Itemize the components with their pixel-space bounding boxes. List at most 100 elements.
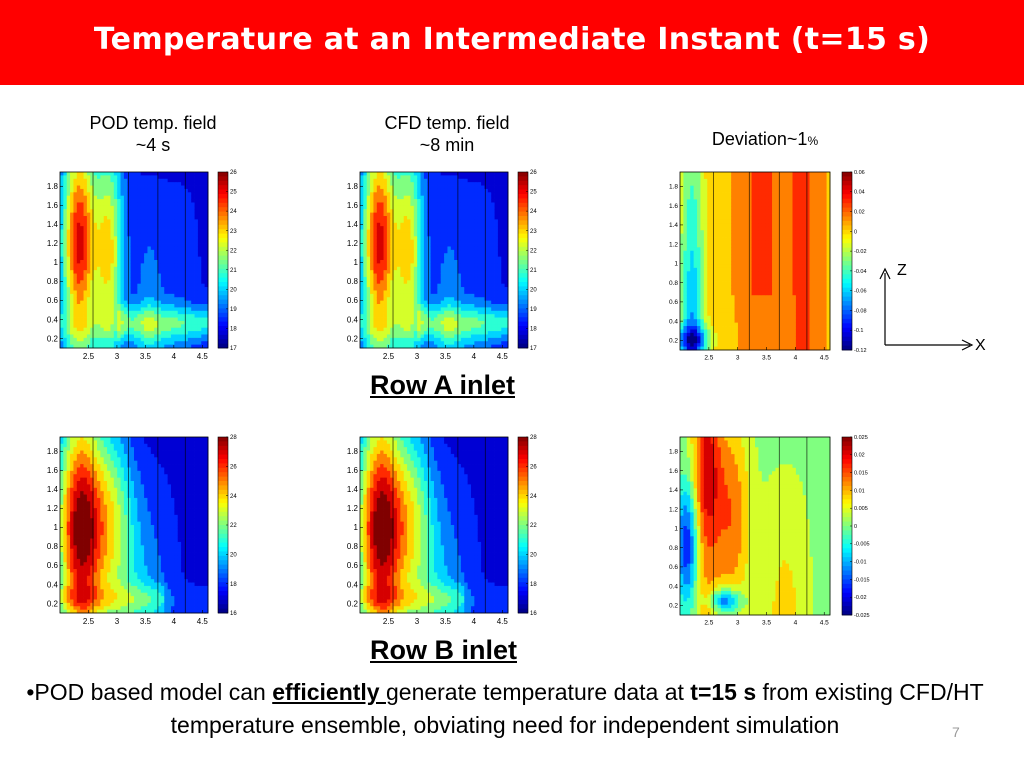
heatmap-cell (423, 300, 428, 305)
heatmap-cell (494, 226, 499, 230)
heatmap-cell (157, 243, 162, 247)
heatmap-cell (144, 276, 148, 281)
heatmap-cell (117, 205, 121, 210)
heatmap-cell (60, 266, 64, 271)
heatmap-cell (497, 239, 502, 244)
heatmap-cell (184, 212, 189, 217)
heatmap-cell (481, 253, 485, 258)
heatmap-cell (390, 324, 395, 329)
heatmap-cell (157, 317, 162, 322)
heatmap-cell (130, 202, 135, 207)
heatmap-cell (413, 273, 418, 278)
heatmap-cell (154, 280, 158, 285)
heatmap-cell (90, 263, 95, 268)
heatmap-cell (360, 219, 364, 224)
heatmap-cell (70, 246, 74, 251)
heatmap-cell (187, 314, 192, 318)
heatmap-cell (117, 222, 121, 227)
heatmap-cell (171, 249, 175, 254)
heatmap-cell (397, 216, 401, 220)
heatmap-cell (471, 256, 475, 261)
heatmap-cell (487, 239, 492, 244)
heatmap-cell (373, 253, 378, 258)
heatmap-cell (107, 219, 111, 224)
heatmap-cell (147, 287, 152, 291)
heatmap-cell (484, 263, 489, 268)
heatmap-cell (420, 270, 425, 274)
heatmap-cell (680, 192, 684, 197)
heatmap-cell (430, 175, 435, 180)
heatmap-cell (90, 212, 95, 217)
heatmap-cell (454, 260, 458, 264)
heatmap-cell (407, 226, 411, 230)
heatmap-cell (366, 317, 371, 322)
heatmap-cell (423, 226, 428, 230)
heatmap-cell (197, 304, 202, 308)
heatmap-cell (481, 172, 485, 176)
heatmap-cell (420, 239, 425, 244)
heatmap-cell (474, 324, 479, 329)
heatmap-cell (117, 260, 121, 264)
heatmap-cell (420, 209, 425, 214)
heatmap-cell (400, 314, 405, 318)
heatmap-cell (123, 260, 128, 264)
heatmap-cell (437, 216, 442, 220)
heatmap-cell (420, 314, 425, 318)
heatmap-cell (171, 209, 175, 214)
heatmap-cell (376, 276, 381, 281)
heatmap-cell (63, 331, 68, 335)
heatmap-cell (410, 192, 415, 197)
heatmap-cell (167, 202, 172, 207)
heatmap-cell (440, 260, 445, 264)
heatmap-cell (187, 304, 192, 308)
heatmap-cell (454, 243, 458, 247)
heatmap-cell (66, 249, 71, 254)
heatmap-cell (380, 283, 384, 288)
heatmap-cell (150, 283, 155, 288)
heatmap-cell (181, 232, 185, 237)
heatmap-cell (137, 297, 142, 302)
heatmap-cell (403, 182, 408, 186)
heatmap-cell (491, 175, 495, 180)
heatmap-cell (70, 314, 74, 318)
heatmap-cell (380, 205, 384, 210)
heatmap-cell (413, 327, 418, 332)
heatmap-cell (373, 219, 378, 224)
heatmap-cell (366, 307, 371, 312)
heatmap-cell (437, 310, 442, 315)
heatmap-cell (413, 334, 418, 339)
heatmap-cell (197, 226, 202, 230)
heatmap-cell (201, 243, 206, 247)
heatmap-cell (386, 209, 391, 214)
heatmap-cell (400, 304, 405, 308)
heatmap-cell (187, 178, 192, 183)
heatmap-cell (447, 307, 452, 312)
heatmap-cell (491, 249, 495, 254)
colorbar-cell (518, 339, 528, 344)
heatmap-cell (154, 290, 158, 295)
heatmap-cell (491, 293, 495, 298)
heatmap-cell (197, 216, 202, 220)
heatmap-cell (447, 314, 452, 318)
heatmap-cell (134, 249, 138, 254)
heatmap-cell (174, 320, 179, 325)
heatmap-cell (460, 172, 465, 176)
heatmap-cell (76, 219, 81, 224)
heatmap-cell (410, 344, 415, 349)
heatmap-cell (427, 344, 432, 349)
heatmap-cell (437, 243, 442, 247)
heatmap-cell (164, 253, 169, 258)
heatmap-cell (113, 192, 118, 197)
heatmap-cell (457, 293, 462, 298)
heatmap-cell (147, 236, 152, 241)
heatmap-cell (194, 280, 199, 285)
heatmap-cell (134, 172, 138, 176)
heatmap-cell (130, 185, 135, 190)
heatmap-cell (437, 205, 442, 210)
heatmap-cell (410, 300, 415, 305)
heatmap-cell (417, 327, 421, 332)
heatmap-cell (130, 337, 135, 342)
heatmap-cell (464, 331, 469, 335)
heatmap-cell (150, 337, 155, 342)
heatmap-cell (407, 290, 411, 295)
